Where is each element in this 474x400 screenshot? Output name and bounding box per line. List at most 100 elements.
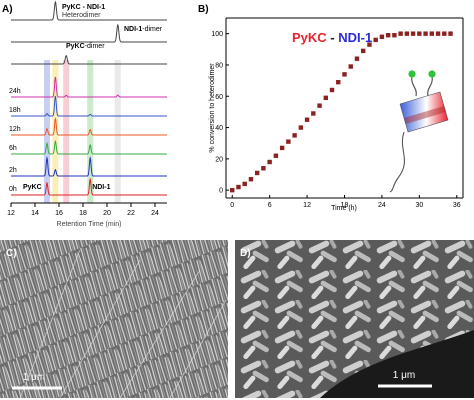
data-point: [404, 31, 410, 36]
panel-c-micrograph: C) 1 μm: [0, 240, 228, 399]
trace-heterodimer: [11, 0, 167, 21]
chart-title-text: PyKC - NDI-1: [292, 30, 372, 45]
x-axis-title-b: Time (h): [331, 205, 357, 212]
data-point: [342, 72, 347, 77]
x-tick-label-0: 12: [7, 210, 15, 217]
time-label-2h: 2h: [9, 167, 17, 174]
x-axis-title: Retention Time (min): [57, 221, 122, 228]
data-point: [236, 184, 241, 190]
time-label-12h: 12h: [9, 126, 21, 133]
chart-title: PyKC - NDI-1: [292, 30, 372, 45]
label-heterodimer-sub: Heterodimer: [62, 12, 101, 19]
label-heterodimer: PyKC - NDI-1: [62, 4, 105, 11]
b-x-tick-label-1: 6: [268, 202, 272, 209]
panel-b: B) PyKC - NDI-1 % conversion to heterodi…: [198, 4, 464, 212]
trace-12h: [11, 117, 167, 136]
data-point: [361, 48, 366, 54]
data-point: [410, 31, 416, 36]
panel-d-micrograph: D) 1 μm: [235, 240, 474, 398]
b-x-tick-label-2: 12: [303, 202, 311, 209]
data-point: [230, 187, 235, 193]
data-point: [273, 153, 279, 158]
data-point: [292, 133, 297, 138]
band-1: [52, 60, 59, 203]
panel-d-label: D): [240, 248, 251, 259]
peak-label-1: NDI-1: [92, 184, 110, 191]
b-x-tick-label-4: 24: [378, 202, 386, 209]
panel-a-label: A): [2, 4, 13, 15]
data-point: [435, 31, 441, 36]
trace-2h: [11, 156, 167, 177]
data-point: [254, 170, 260, 176]
b-y-tick-label-1: 20: [215, 156, 223, 163]
b-y-tick-label-2: 40: [215, 125, 223, 132]
x-tick-label-3: 18: [79, 210, 87, 217]
band-0: [44, 60, 50, 203]
trace-ndi-1-dimer: [11, 23, 167, 43]
data-point: [417, 31, 422, 36]
data-point: [323, 95, 328, 101]
data-point: [348, 64, 353, 69]
panel-b-label: B): [198, 4, 209, 15]
data-point: [279, 145, 285, 151]
data-point: [267, 159, 272, 165]
data-point: [367, 42, 372, 47]
data-point: [304, 117, 310, 122]
data-point: [242, 181, 247, 187]
data-point: [423, 31, 428, 36]
data-point: [392, 33, 397, 38]
data-points: [230, 31, 453, 193]
trace-pykc-dimer: [11, 54, 167, 65]
x-tick-label-5: 22: [127, 210, 135, 217]
heterodimer-illustration-icon: [389, 70, 449, 193]
b-x-tick-label-3: 18: [341, 202, 349, 209]
data-point: [311, 111, 316, 116]
data-point: [317, 103, 322, 108]
band-2: [63, 60, 70, 203]
data-point: [448, 31, 453, 36]
data-point: [261, 166, 266, 171]
data-point: [442, 31, 447, 36]
x-tick-label-6: 24: [151, 210, 159, 217]
trace-0h: [11, 177, 167, 196]
axis-ticks: 0 6 12 18 24 30 36 0 20 40 60 80 100: [211, 31, 460, 209]
b-x-tick-label-5: 30: [415, 202, 423, 209]
panel-c-label: C): [6, 248, 17, 259]
x-tick-label-2: 16: [55, 210, 63, 217]
b-x-tick-label-6: 36: [453, 202, 461, 209]
peak-bands: [44, 60, 121, 203]
b-y-tick-label-4: 80: [215, 62, 223, 69]
b-x-tick-label-0: 0: [230, 202, 234, 209]
peak-label-0: PyKC: [23, 184, 42, 191]
b-y-tick-label-5: 100: [211, 31, 223, 38]
x-tick-label-1: 14: [31, 210, 39, 217]
scale-label-c: 1 μm: [23, 372, 45, 383]
y-axis-title: % conversion to heterodimer: [209, 63, 216, 153]
data-point: [286, 139, 291, 144]
x-tick-label-4: 20: [103, 210, 111, 217]
data-point: [429, 31, 435, 36]
band-3: [87, 60, 94, 203]
data-point: [379, 34, 385, 39]
label-pykc-dimer: PyKC-dimer: [66, 43, 105, 50]
panel-a: A) PyKC - NDI-1HeterodimerNDI-1-dimerPyK…: [2, 0, 167, 228]
data-point: [385, 33, 391, 38]
data-point: [336, 79, 341, 85]
trace-6h: [11, 140, 167, 155]
data-point: [248, 177, 254, 182]
data-point: [354, 56, 360, 61]
time-label-18h: 18h: [9, 107, 21, 114]
chromatogram-traces: [11, 0, 167, 196]
data-point: [373, 37, 378, 43]
time-label-6h: 6h: [9, 145, 17, 152]
b-y-tick-label-3: 60: [215, 94, 223, 101]
x-axis-ticks: 12 14 16 18 20 22 24: [7, 203, 159, 217]
time-label-24h: 24h: [9, 88, 21, 95]
data-point: [398, 31, 403, 36]
band-4: [114, 60, 121, 203]
scale-label-d: 1 μm: [393, 370, 415, 381]
trace-24h: [11, 76, 167, 98]
time-label-0h: 0h: [9, 186, 17, 193]
